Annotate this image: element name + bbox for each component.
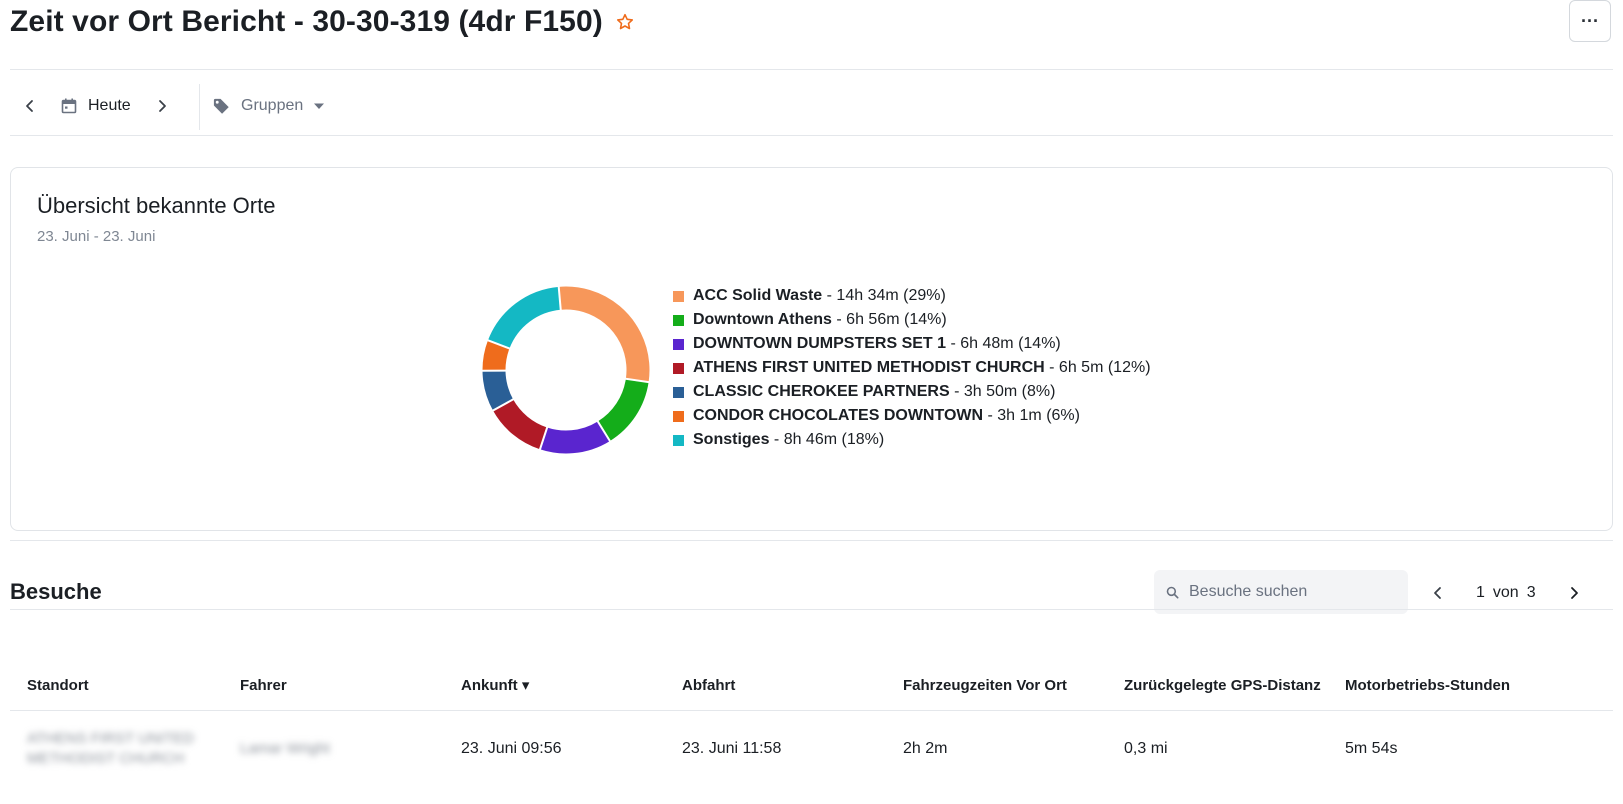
date-picker-button[interactable]: Heute — [60, 88, 131, 124]
legend-name: CLASSIC CHEROKEE PARTNERS — [693, 383, 950, 400]
slice-separator — [486, 339, 511, 350]
legend-item[interactable]: Sonstiges - 8h 46m (18%) — [673, 428, 1151, 452]
visits-title: Besuche — [10, 579, 102, 604]
legend-name: DOWNTOWN DUMPSTERS SET 1 — [693, 335, 947, 352]
cell-location: ATHENS FIRST UNITED METHODIST CHURCH — [10, 711, 223, 788]
legend-swatch — [673, 290, 684, 302]
chevron-left-icon — [1434, 587, 1441, 599]
legend-item[interactable]: CLASSIC CHEROKEE PARTNERS - 3h 50m (8%) — [673, 380, 1151, 404]
toolbar: Heute Gruppen — [10, 72, 1613, 140]
total-pages: 3 — [1526, 584, 1536, 601]
toolbar-divider — [199, 84, 200, 130]
page-of-label: von — [1492, 584, 1519, 601]
chevron-right-icon — [1570, 587, 1578, 599]
more-options-button[interactable]: ··· — [1569, 0, 1611, 42]
next-page-button[interactable] — [1566, 585, 1582, 601]
divider — [10, 609, 1613, 610]
cell-departure: 23. Juni 11:58 — [682, 740, 782, 757]
groups-label: Gruppen — [241, 97, 304, 114]
legend-swatch — [673, 314, 684, 326]
legend-value: - 14h 34m (29%) — [822, 287, 946, 304]
legend-value: - 8h 46m (18%) — [769, 431, 885, 448]
legend-value: - 3h 1m (6%) — [983, 407, 1080, 424]
chevron-left-icon — [26, 100, 33, 112]
legend-value: - 6h 48m (14%) — [946, 335, 1061, 352]
caret-down-icon — [314, 103, 325, 109]
column-header-time-on-site[interactable]: Fahrzeugzeiten Vor Ort — [886, 660, 1107, 711]
legend-swatch — [673, 434, 684, 446]
legend-name: Downtown Athens — [693, 311, 832, 328]
next-day-button[interactable] — [154, 88, 170, 124]
slice-separator — [491, 398, 515, 412]
page-title: Zeit vor Ort Bericht - 30-30-319 (4dr F1… — [10, 5, 603, 38]
legend-item[interactable]: ATHENS FIRST UNITED METHODIST CHURCH - 6… — [673, 356, 1151, 380]
previous-page-button[interactable] — [1430, 585, 1446, 601]
cell-arrival: 23. Juni 09:56 — [461, 740, 562, 757]
legend-item[interactable]: DOWNTOWN DUMPSTERS SET 1 - 6h 48m (14%) — [673, 332, 1151, 356]
donut-slice-4[interactable] — [482, 286, 650, 454]
column-header-location[interactable]: Standort — [10, 660, 223, 711]
current-page: 1 — [1476, 584, 1485, 601]
legend-swatch — [673, 338, 684, 350]
divider — [10, 540, 1613, 541]
search-icon — [1166, 586, 1179, 599]
legend-item[interactable]: ACC Solid Waste - 14h 34m (29%) — [673, 284, 1151, 308]
cell-gps-distance: 0,3 mi — [1124, 740, 1168, 757]
cell-time-on-site: 2h 2m — [903, 740, 948, 757]
legend-swatch — [673, 386, 684, 398]
slice-separator — [538, 426, 549, 451]
pagination: 1 von 3 — [1430, 578, 1600, 608]
groups-dropdown[interactable]: Gruppen — [212, 88, 325, 124]
calendar-icon — [61, 98, 77, 114]
column-header-gps-distance[interactable]: Zurückgelegte GPS-Distanz — [1107, 660, 1328, 711]
legend-value: - 6h 56m (14%) — [831, 311, 947, 328]
cell-driver: Lamar Wright — [223, 711, 444, 788]
search-input[interactable] — [1187, 582, 1391, 602]
divider — [10, 135, 1613, 136]
date-label: Heute — [88, 97, 131, 114]
legend-name: ACC Solid Waste — [693, 287, 823, 304]
cell-engine-hours: 5m 54s — [1345, 740, 1398, 757]
legend-name: Sonstiges — [693, 431, 770, 448]
slice-separator — [624, 377, 650, 384]
visits-search[interactable] — [1154, 570, 1408, 614]
table-row[interactable]: ATHENS FIRST UNITED METHODIST CHURCH Lam… — [10, 711, 1613, 788]
slice-separator — [557, 285, 562, 311]
divider — [10, 69, 1613, 70]
driver-name: Lamar Wright — [240, 740, 330, 757]
legend-swatch — [673, 362, 684, 374]
chevron-right-icon — [159, 100, 166, 112]
column-header-engine-hours[interactable]: Motorbetriebs-Stunden — [1328, 660, 1613, 711]
legend-item[interactable]: Downtown Athens - 6h 56m (14%) — [673, 308, 1151, 332]
overview-date-range: 23. Juni - 23. Juni — [37, 228, 156, 245]
table-header-row: Standort Fahrer Ankunft ▾ Abfahrt Fahrze… — [10, 660, 1613, 711]
legend-name: CONDOR CHOCOLATES DOWNTOWN — [693, 407, 984, 424]
column-header-departure[interactable]: Abfahrt — [665, 660, 886, 711]
tag-icon — [213, 98, 229, 114]
overview-title: Übersicht bekannte Orte — [37, 193, 276, 218]
page-header: Zeit vor Ort Bericht - 30-30-319 (4dr F1… — [10, 0, 635, 44]
previous-day-button[interactable] — [22, 88, 38, 124]
legend-value: - 3h 50m (8%) — [949, 383, 1056, 400]
legend-value: - 6h 5m (12%) — [1044, 359, 1151, 376]
legend-item[interactable]: CONDOR CHOCOLATES DOWNTOWN - 3h 1m (6%) — [673, 404, 1151, 428]
legend-swatch — [673, 410, 684, 422]
location-name: ATHENS FIRST UNITED METHODIST CHURCH — [27, 730, 194, 767]
visits-table: Standort Fahrer Ankunft ▾ Abfahrt Fahrze… — [10, 660, 1613, 787]
donut-chart — [481, 285, 650, 454]
slice-separator — [596, 420, 612, 443]
donut-slice-2[interactable] — [482, 286, 650, 454]
column-header-arrival[interactable]: Ankunft ▾ — [444, 660, 665, 711]
star-outline-icon[interactable] — [615, 12, 635, 32]
legend-name: ATHENS FIRST UNITED METHODIST CHURCH — [693, 359, 1045, 376]
chart-legend: ACC Solid Waste - 14h 34m (29%) Downtown … — [673, 284, 1151, 452]
column-header-driver[interactable]: Fahrer — [223, 660, 444, 711]
overview-card: Übersicht bekannte Orte 23. Juni - 23. J… — [10, 167, 1613, 531]
